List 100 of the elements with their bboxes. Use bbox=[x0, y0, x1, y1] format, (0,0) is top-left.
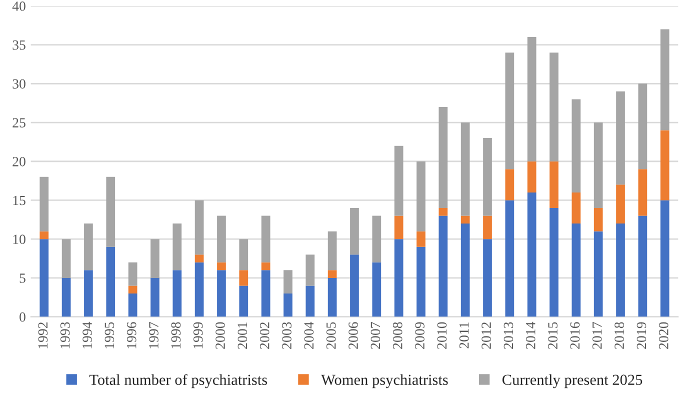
bar bbox=[416, 246, 426, 317]
y-tick-label: 25 bbox=[12, 118, 26, 128]
x-tick-label: 2011 bbox=[459, 322, 469, 348]
bar bbox=[616, 91, 625, 185]
y-tick-label: 40 bbox=[12, 2, 26, 11]
bar bbox=[438, 216, 448, 317]
x-tick-label: 2007 bbox=[370, 322, 380, 349]
x-tick-label: 1996 bbox=[126, 322, 136, 348]
x-tick-label: 2003 bbox=[282, 322, 292, 349]
bar bbox=[616, 224, 625, 317]
bar bbox=[128, 262, 138, 286]
bar bbox=[594, 208, 603, 232]
bar bbox=[372, 216, 382, 262]
bar bbox=[350, 208, 359, 255]
bar bbox=[194, 262, 204, 317]
bar bbox=[416, 231, 426, 247]
bar bbox=[638, 169, 648, 216]
bar bbox=[483, 239, 492, 317]
bar bbox=[550, 52, 558, 162]
bar bbox=[594, 122, 603, 208]
bar bbox=[217, 262, 226, 270]
bar bbox=[40, 176, 49, 232]
bar bbox=[505, 52, 514, 170]
bar bbox=[660, 200, 670, 317]
y-tick-label: 10 bbox=[13, 234, 26, 244]
bar bbox=[483, 216, 492, 240]
bar bbox=[638, 84, 648, 170]
bar bbox=[106, 246, 116, 317]
bar bbox=[217, 270, 226, 317]
legend-label: Women psychiatrists bbox=[321, 374, 448, 388]
bar bbox=[306, 286, 315, 317]
bar bbox=[62, 239, 71, 278]
x-tick-label: 2005 bbox=[326, 322, 336, 349]
y-tick-label: 0 bbox=[20, 312, 26, 322]
x-tick-label: 2018 bbox=[614, 322, 624, 349]
bar bbox=[239, 286, 248, 317]
bar bbox=[261, 262, 270, 270]
bar bbox=[172, 224, 182, 270]
x-tick-label: 2010 bbox=[437, 322, 447, 349]
bar bbox=[128, 293, 138, 317]
bar bbox=[328, 270, 337, 278]
y-tick-label: 5 bbox=[20, 274, 26, 283]
y-tick-label: 15 bbox=[13, 196, 26, 206]
x-tick-label: 2015 bbox=[548, 322, 558, 349]
bar bbox=[194, 254, 204, 262]
bar bbox=[483, 138, 492, 216]
y-tick-label: 35 bbox=[12, 40, 26, 50]
bar bbox=[261, 216, 270, 262]
x-tick-label: 2008 bbox=[392, 322, 402, 349]
bar bbox=[239, 239, 248, 270]
x-tick-label: 2001 bbox=[238, 322, 248, 349]
x-tick-label: 2019 bbox=[636, 322, 646, 349]
bar bbox=[438, 208, 448, 216]
bar bbox=[572, 99, 581, 192]
x-tick-label: 1998 bbox=[171, 322, 181, 348]
bar bbox=[660, 130, 670, 200]
x-tick-label: 1997 bbox=[149, 322, 158, 348]
bar bbox=[505, 200, 514, 317]
bar bbox=[239, 270, 248, 286]
bar bbox=[594, 231, 603, 317]
bar bbox=[261, 270, 270, 317]
bar bbox=[527, 161, 536, 192]
bar bbox=[572, 224, 581, 317]
bar bbox=[40, 231, 49, 240]
bar bbox=[284, 270, 292, 294]
x-tick-label: 2012 bbox=[482, 322, 491, 349]
bar bbox=[62, 278, 71, 317]
bar bbox=[328, 278, 337, 317]
bar bbox=[527, 192, 536, 317]
bar bbox=[394, 216, 404, 240]
x-tick-label: 2020 bbox=[658, 322, 668, 349]
legend-label: Total number of psychiatrists bbox=[89, 374, 268, 388]
bar bbox=[505, 169, 514, 200]
bar bbox=[372, 262, 382, 317]
bar bbox=[150, 239, 160, 278]
bar bbox=[550, 161, 558, 208]
x-tick-label: 1995 bbox=[104, 322, 114, 348]
x-tick-label: 1994 bbox=[82, 322, 92, 348]
bar bbox=[84, 224, 93, 270]
x-tick-label: 2004 bbox=[304, 322, 314, 349]
bar bbox=[416, 161, 426, 232]
x-tick-label: 1993 bbox=[60, 322, 70, 348]
x-tick-label: 2016 bbox=[570, 322, 580, 349]
x-tick-label: 2000 bbox=[216, 322, 225, 349]
bar bbox=[438, 106, 448, 208]
bar bbox=[460, 216, 470, 224]
bar bbox=[306, 254, 315, 286]
bar bbox=[394, 239, 404, 317]
bar bbox=[128, 286, 138, 294]
bar bbox=[328, 231, 337, 270]
bar bbox=[638, 216, 648, 317]
legend-label: Currently present 2025 bbox=[502, 374, 642, 388]
bar bbox=[460, 122, 470, 216]
bar bbox=[40, 239, 49, 317]
x-tick-label: 2009 bbox=[415, 322, 424, 349]
bar bbox=[550, 208, 558, 317]
x-tick-label: 2014 bbox=[526, 322, 536, 349]
x-tick-label: 1999 bbox=[193, 322, 203, 348]
bar bbox=[394, 146, 404, 216]
bar bbox=[572, 192, 581, 224]
